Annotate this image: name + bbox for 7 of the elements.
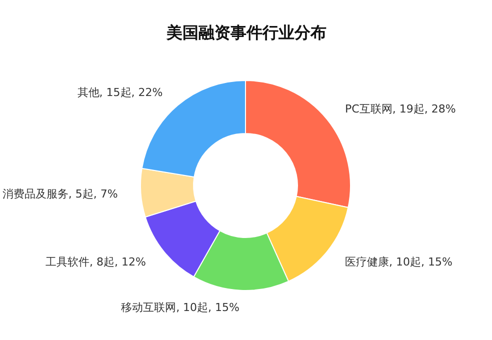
- slice-label: 其他, 15起, 22%: [77, 86, 163, 99]
- slice-label: 医疗健康, 10起, 15%: [345, 256, 452, 269]
- slice-label: 移动互联网, 10起, 15%: [121, 300, 240, 314]
- slice-label: 消费品及服务, 5起, 7%: [2, 188, 118, 201]
- chart-title: 美国融资事件行业分布: [166, 23, 326, 42]
- slice-label: PC互联网, 19起, 28%: [345, 102, 456, 116]
- slice-label: 工具软件, 8起, 12%: [46, 256, 146, 269]
